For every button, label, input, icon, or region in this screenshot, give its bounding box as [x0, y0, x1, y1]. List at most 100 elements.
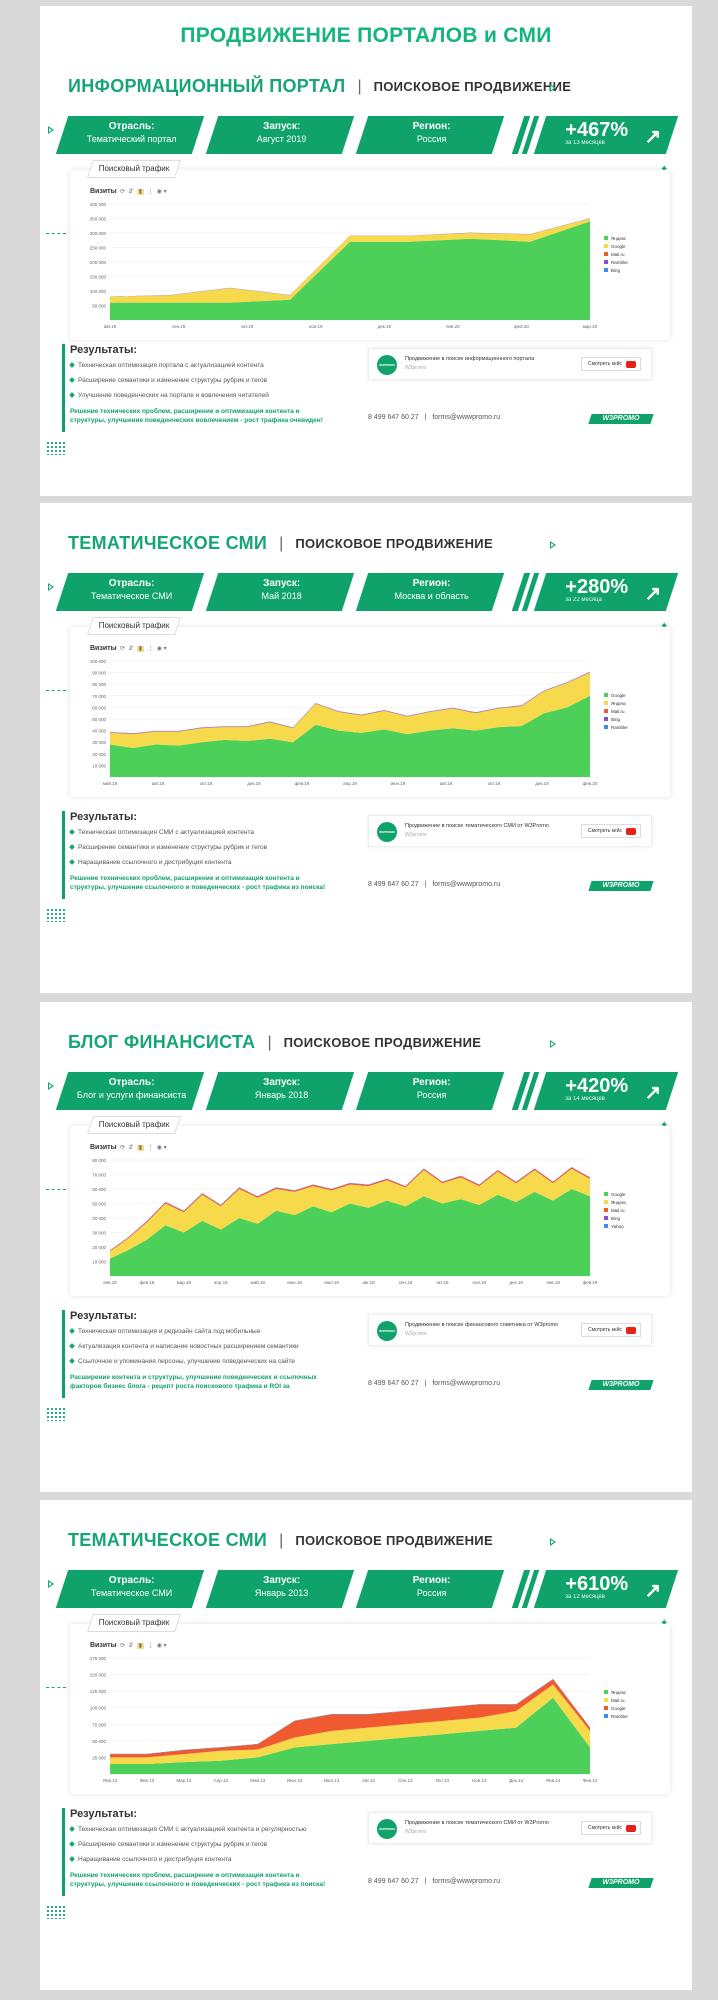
- table-view-icon[interactable]: ⋮: [147, 1643, 154, 1649]
- w3promo-logo: W3PROMO: [588, 414, 654, 424]
- page-title: ПРОДВИЖЕНИЕ ПОРТАЛОВ и СМИ: [180, 24, 552, 47]
- x-tick-label: Июл.13: [324, 1778, 340, 1783]
- watch-case-button[interactable]: Смотреть кейс: [581, 824, 641, 838]
- play-icon: [48, 1082, 54, 1090]
- x-tick-label: июл.18: [324, 1280, 339, 1285]
- decor-dots-icon: [46, 1407, 66, 1421]
- scale-icon[interactable]: ⇵: [128, 189, 134, 195]
- results-summary: Решение технических проблем, расширение …: [70, 1872, 326, 1888]
- email-link[interactable]: forms@wwwpromo.ru: [432, 414, 501, 421]
- decor-squiggle-icon: [46, 683, 66, 691]
- decor-dots-icon: [46, 1905, 66, 1919]
- x-tick-label: Ноя.13: [472, 1778, 487, 1783]
- logo-text: W3PROMO: [602, 882, 640, 889]
- period-select-icon[interactable]: ◉ ▾: [156, 1643, 167, 1649]
- legend-swatch: [604, 725, 608, 729]
- area-view-icon[interactable]: ▮: [136, 646, 145, 652]
- launch-label: Запуск:: [263, 1077, 301, 1088]
- area-series-Google: [110, 1679, 590, 1758]
- y-tick-label: 10 000: [92, 763, 106, 768]
- period-select-icon[interactable]: ◉ ▾: [156, 1145, 167, 1151]
- results-summary: Решение технических проблем, расширение …: [70, 408, 323, 424]
- w3promo-logo: W3PROMO: [588, 1380, 654, 1390]
- legend-label: Google: [611, 1706, 626, 1711]
- play-icon: [48, 126, 54, 134]
- video-title[interactable]: Продвижение в поиске финансового советни…: [405, 1322, 559, 1328]
- region-label: Регион:: [412, 578, 451, 589]
- legend-label: Mail.ru: [611, 709, 625, 714]
- line-view-icon[interactable]: ⟳: [120, 1643, 126, 1649]
- period-select-icon[interactable]: ◉ ▾: [156, 646, 167, 652]
- phone[interactable]: 8 499 647 60 27: [368, 1380, 419, 1387]
- legend-label: Mail.ru: [611, 1698, 625, 1703]
- table-view-icon[interactable]: ⋮: [147, 1145, 154, 1151]
- line-view-icon[interactable]: ⟳: [120, 1145, 126, 1151]
- traffic-chart-card: Поисковый трафик Визиты ⟳ ⇵ ▮ ⋮ ◉ ▾ 80 0…: [70, 1116, 670, 1296]
- email-link[interactable]: forms@wwwpromo.ru: [432, 1878, 501, 1885]
- legend-label: Яндекс: [611, 1200, 627, 1205]
- watch-case-button[interactable]: Смотреть кейс: [581, 1821, 641, 1835]
- video-title[interactable]: Продвижение в поиске тематического СМИ о…: [405, 1820, 549, 1826]
- watch-case-button[interactable]: Смотреть кейс: [581, 357, 641, 371]
- scale-icon[interactable]: ⇵: [128, 646, 134, 652]
- chart-metric-label: Визиты: [90, 1642, 117, 1649]
- x-tick-label: окт.18: [200, 781, 213, 786]
- video-card[interactable]: W3PROMO Продвижение в поиске информацион…: [368, 348, 652, 380]
- logo-text: W3PROMO: [602, 415, 640, 422]
- area-series-Google: [110, 695, 590, 777]
- legend-swatch: [604, 693, 608, 697]
- info-badges: Отрасль: Блог и услуги финансиста Запуск…: [55, 1072, 512, 1110]
- x-tick-label: Янв.13: [103, 1778, 118, 1783]
- results-title: Результаты:: [70, 344, 138, 356]
- play-icon: [48, 583, 54, 591]
- sparkle-icon: ✦: [660, 164, 668, 175]
- y-tick-label: 200 000: [90, 260, 107, 265]
- video-card[interactable]: W3PROMO Продвижение в поиске тематическо…: [368, 1812, 652, 1844]
- industry-label: Отрасль:: [108, 1575, 155, 1586]
- legend-swatch: [604, 1714, 608, 1718]
- email-link[interactable]: forms@wwwpromo.ru: [432, 1380, 501, 1387]
- phone[interactable]: 8 499 647 60 27: [368, 414, 419, 421]
- period-select-icon[interactable]: ◉ ▾: [156, 189, 167, 195]
- x-tick-label: апр.18: [214, 1280, 228, 1285]
- video-card[interactable]: W3PROMO Продвижение в поиске финансового…: [368, 1314, 652, 1346]
- y-tick-label: 75 000: [92, 1722, 106, 1727]
- watch-case-button[interactable]: Смотреть кейс: [581, 1323, 641, 1337]
- email-link[interactable]: forms@wwwpromo.ru: [432, 881, 501, 888]
- result-item: Актуализация контента и написание новост…: [78, 1343, 330, 1350]
- table-view-icon[interactable]: ⋮: [147, 646, 154, 652]
- x-tick-label: окт.18: [436, 1280, 449, 1285]
- area-view-icon[interactable]: ▮: [136, 189, 145, 195]
- legend-label: Mail.ru: [611, 1208, 625, 1213]
- x-tick-label: ноя.18: [472, 1280, 486, 1285]
- table-view-icon[interactable]: ⋮: [147, 189, 154, 195]
- sparkle-icon: ✦: [660, 1618, 668, 1629]
- growth-value: +467%: [565, 119, 629, 141]
- industry-value: Тематическое СМИ: [90, 1588, 173, 1598]
- area-view-icon[interactable]: ▮: [136, 1643, 145, 1649]
- video-card[interactable]: W3PROMO Продвижение в поиске тематическо…: [368, 815, 652, 847]
- video-title[interactable]: Продвижение в поиске информационного пор…: [405, 356, 535, 362]
- scale-icon[interactable]: ⇵: [128, 1145, 134, 1151]
- line-view-icon[interactable]: ⟳: [120, 646, 126, 652]
- launch-badge: Запуск: Август 2019: [205, 116, 355, 154]
- legend-swatch: [604, 1690, 608, 1694]
- line-view-icon[interactable]: ⟳: [120, 189, 126, 195]
- launch-badge: Запуск: Январь 2018: [205, 1072, 355, 1110]
- case-caption: БЛОГ ФИНАНСИСТА | ПОИСКОВОЕ ПРОДВИЖЕНИЕ: [68, 1032, 481, 1053]
- scale-icon[interactable]: ⇵: [128, 1643, 134, 1649]
- result-item: Расширение семантики и изменение структу…: [78, 844, 330, 851]
- phone[interactable]: 8 499 647 60 27: [368, 881, 419, 888]
- x-tick-label: май.18: [251, 1279, 266, 1285]
- traffic-area-chart: 80 000 70 000 60 000 50 000 40 000 30 000 20 0…: [92, 1158, 627, 1285]
- case-subtitle: ПОИСКОВОЕ ПРОДВИЖЕНИЕ: [295, 536, 493, 551]
- legend-swatch: [604, 244, 608, 248]
- x-tick-label: апр.19: [343, 781, 357, 786]
- legend-swatch: [604, 1192, 608, 1196]
- x-tick-label: янв.20: [446, 324, 460, 329]
- area-view-icon[interactable]: ▮: [136, 1145, 145, 1151]
- x-tick-label: янв.19: [546, 1280, 560, 1285]
- contacts-separator: |: [424, 881, 427, 888]
- video-title[interactable]: Продвижение в поиске тематического СМИ о…: [405, 823, 549, 829]
- phone[interactable]: 8 499 647 60 27: [368, 1878, 419, 1885]
